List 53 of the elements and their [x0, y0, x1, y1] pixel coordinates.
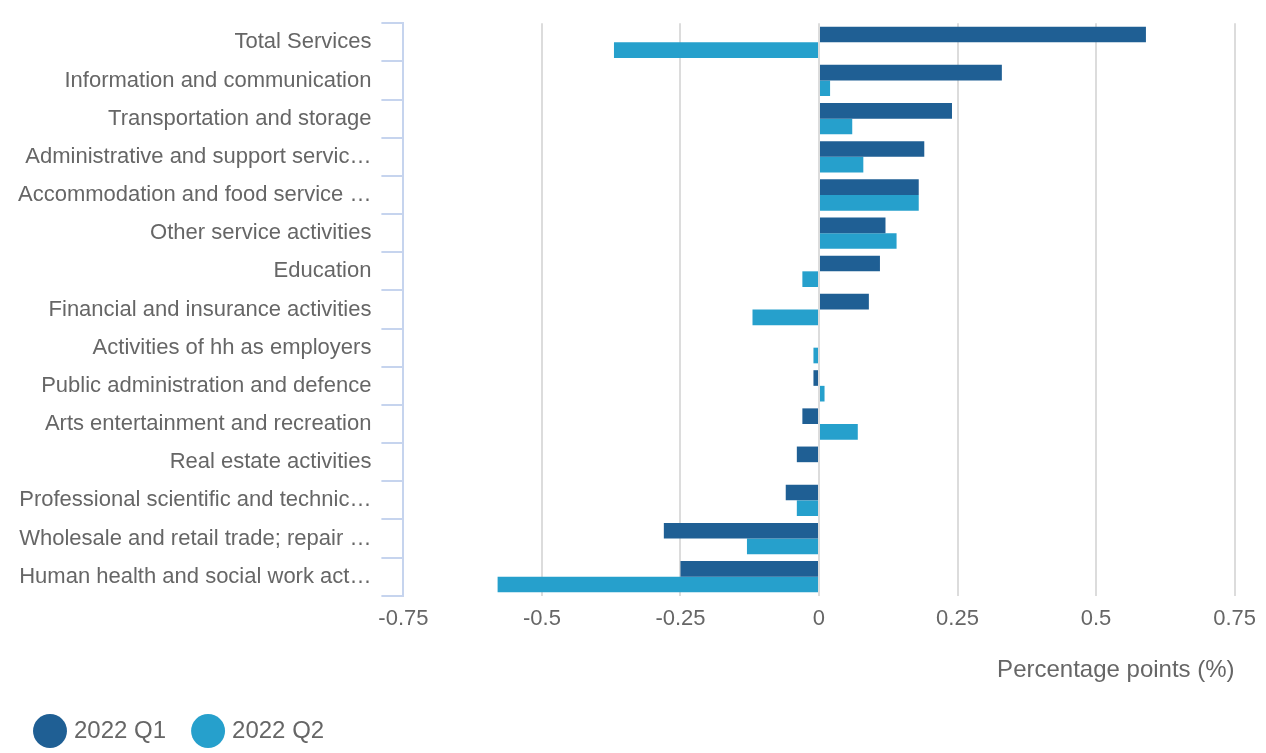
x-axis-title: Percentage points (%)	[997, 655, 1235, 683]
x-tick-label: -0.25	[655, 605, 706, 631]
bar	[613, 42, 818, 58]
bar	[819, 64, 1002, 81]
bar	[752, 309, 818, 326]
bar	[819, 293, 869, 310]
x-tick-label: 0	[812, 605, 826, 631]
y-tick-label: Arts entertainment and recreation	[44, 410, 372, 436]
bar	[746, 538, 818, 555]
y-tick-label: Activities of hh as employers	[92, 333, 372, 359]
y-tick-label: Wholesale and retail trade; repair …	[19, 524, 372, 550]
y-tick-label: Administrative and support servic…	[25, 142, 372, 168]
y-tick-label: Financial and insurance activities	[48, 295, 372, 321]
y-tick-label: Total Services	[234, 28, 372, 54]
bar	[680, 561, 818, 577]
bar	[819, 141, 925, 157]
bar	[819, 385, 825, 402]
y-tick-label: Public administration and defence	[41, 371, 372, 397]
bar	[819, 118, 853, 135]
bar	[663, 522, 818, 539]
bar	[796, 446, 818, 463]
y-tick-label: Information and communication	[64, 66, 372, 92]
x-tick-label: -0.5	[522, 605, 561, 631]
x-tick-label: 0.25	[936, 605, 979, 631]
bar	[819, 217, 886, 234]
y-tick-label: Education	[273, 257, 372, 283]
bar	[819, 102, 952, 119]
legend-label: 2022 Q2	[232, 715, 325, 743]
bar	[819, 233, 897, 249]
bar	[819, 179, 919, 195]
legend-label: 2022 Q1	[74, 715, 167, 743]
bar	[497, 576, 818, 593]
bar	[819, 26, 1146, 43]
x-tick-label: 0.75	[1213, 605, 1256, 631]
y-tick-label: Other service activities	[150, 219, 372, 245]
bar	[819, 255, 880, 272]
y-tick-label: Transportation and storage	[108, 104, 372, 130]
bar	[802, 408, 818, 425]
bar	[796, 500, 818, 517]
y-tick-label: Human health and social work act…	[19, 562, 372, 588]
bar	[819, 156, 864, 173]
x-tick-label: 0.5	[1080, 605, 1112, 631]
bar	[819, 80, 831, 97]
x-tick-label: -0.75	[378, 605, 429, 631]
y-tick-label: Accommodation and food service …	[17, 181, 372, 207]
bar	[802, 271, 818, 287]
bar	[785, 484, 818, 501]
bar	[813, 347, 818, 364]
y-tick-label: Professional scientific and technic…	[19, 486, 372, 512]
bar	[813, 370, 818, 386]
bar	[819, 424, 858, 440]
y-tick-label: Real estate activities	[169, 448, 372, 474]
bar	[819, 194, 919, 211]
